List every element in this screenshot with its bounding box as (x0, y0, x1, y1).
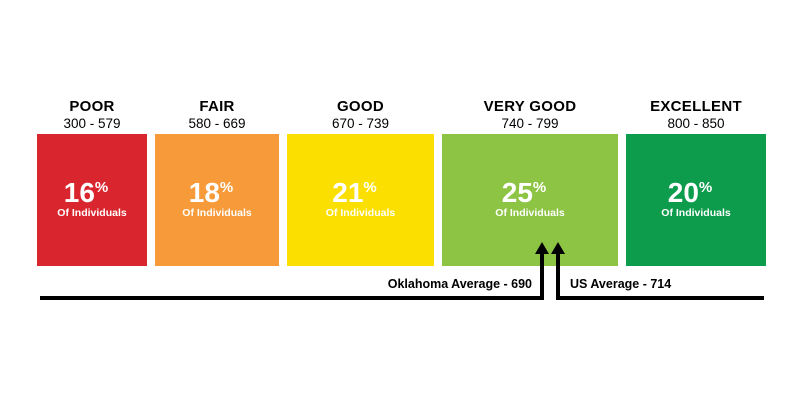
percent-sign: % (533, 179, 546, 196)
arrow-head (551, 242, 565, 254)
band-name-label: POOR (69, 98, 114, 115)
percent-value: 25 (502, 177, 533, 208)
arrow-head (535, 242, 549, 254)
band-percent-label: 16% (64, 177, 109, 208)
oklahoma-average-label: Oklahoma Average - 690 (388, 277, 532, 291)
band-sublabel: Of Individuals (182, 207, 252, 219)
band-box (287, 134, 434, 266)
band-box (155, 134, 279, 266)
percent-sign: % (363, 179, 376, 196)
band-name-label: VERY GOOD (484, 98, 577, 115)
percent-sign: % (95, 179, 108, 196)
marker-arrow-oklahoma (535, 242, 549, 300)
band-box (37, 134, 147, 266)
band-sublabel: Of Individuals (661, 207, 731, 219)
band-percent-label: 18% (189, 177, 234, 208)
band-sublabel: Of Individuals (495, 207, 565, 219)
band-range-label: 670 - 739 (332, 116, 389, 131)
band-range-label: 740 - 799 (501, 116, 558, 131)
band-sublabel: Of Individuals (57, 207, 127, 219)
percent-value: 16 (64, 177, 95, 208)
band-name-label: EXCELLENT (650, 98, 742, 115)
band-percent-label: 25% (502, 177, 547, 208)
band-name-label: FAIR (199, 98, 234, 115)
band-range-label: 300 - 579 (63, 116, 120, 131)
band-sublabel: Of Individuals (326, 207, 396, 219)
us-average-label: US Average - 714 (570, 277, 671, 291)
band-range-label: 580 - 669 (188, 116, 245, 131)
marker-arrow-us (551, 242, 565, 300)
percent-sign: % (220, 179, 233, 196)
percent-value: 20 (668, 177, 699, 208)
band-percent-label: 21% (332, 177, 377, 208)
percent-sign: % (699, 179, 712, 196)
band-box (626, 134, 766, 266)
percent-value: 18 (189, 177, 220, 208)
band-name-label: GOOD (337, 98, 384, 115)
band-percent-label: 20% (668, 177, 713, 208)
band-box (442, 134, 618, 266)
band-range-label: 800 - 850 (667, 116, 724, 131)
percent-value: 21 (332, 177, 363, 208)
